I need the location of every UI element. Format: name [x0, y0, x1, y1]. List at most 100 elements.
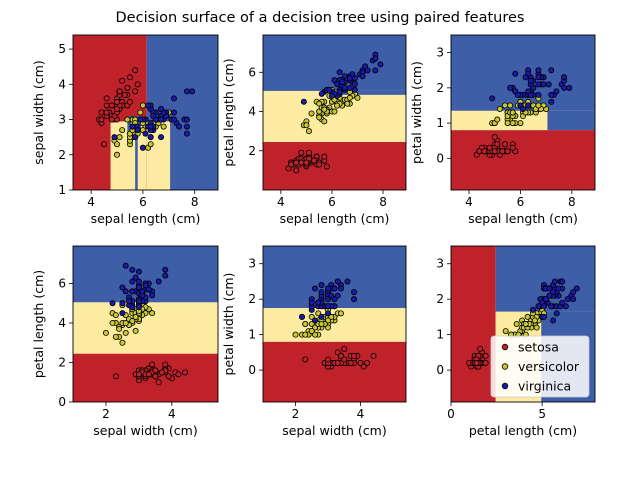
data-point-virginica [559, 299, 566, 306]
data-point-versicolor [160, 123, 167, 130]
data-point-virginica [135, 268, 142, 275]
data-point-versicolor [129, 318, 136, 325]
data-point-virginica [545, 81, 552, 88]
data-point-setosa [162, 361, 169, 368]
data-point-virginica [372, 55, 379, 62]
data-point-virginica [170, 116, 177, 123]
y-tick-label: 1 [436, 116, 444, 130]
data-point-virginica [324, 285, 331, 292]
series-virginica [530, 278, 580, 324]
data-point-setosa [499, 148, 506, 155]
data-point-virginica [550, 289, 557, 296]
data-point-virginica [546, 292, 553, 299]
data-point-virginica [324, 296, 331, 303]
data-point-virginica [189, 88, 196, 95]
y-axis-label: petal width (cm) [221, 273, 236, 376]
data-point-virginica [129, 266, 136, 273]
x-tick-label: 6 [139, 195, 147, 209]
data-point-setosa [501, 141, 508, 148]
data-point-versicolor [109, 320, 116, 327]
data-point-virginica [561, 74, 568, 81]
y-tick-label: 0 [436, 151, 444, 165]
data-point-setosa [476, 148, 483, 155]
data-point-virginica [119, 284, 126, 291]
data-point-virginica [535, 67, 542, 74]
data-point-virginica [570, 289, 577, 296]
decision-region-virginica [547, 110, 595, 131]
x-tick-label: 5 [538, 407, 546, 421]
data-point-versicolor [334, 102, 341, 109]
data-point-versicolor [344, 100, 351, 107]
y-tick-label: 6 [58, 277, 66, 291]
data-point-virginica [540, 313, 547, 320]
legend-box [490, 335, 590, 398]
series-virginica [300, 51, 384, 105]
x-tick-label: 4 [465, 195, 473, 209]
data-point-virginica [372, 67, 379, 74]
data-point-virginica [564, 296, 571, 303]
data-point-versicolor [132, 314, 139, 321]
plot-area [73, 246, 218, 402]
series-virginica [111, 88, 196, 151]
data-point-virginica [134, 127, 141, 134]
data-point-versicolor [122, 320, 129, 327]
data-point-versicolor [502, 328, 509, 335]
data-point-virginica [525, 102, 532, 109]
data-point-setosa [134, 81, 141, 88]
data-point-versicolor [535, 102, 542, 109]
data-point-setosa [302, 356, 309, 363]
data-point-virginica [522, 74, 529, 81]
y-tick-label: 4 [58, 77, 66, 91]
data-point-versicolor [321, 106, 328, 113]
data-point-setosa [298, 159, 305, 166]
data-point-virginica [489, 95, 496, 102]
data-point-virginica [548, 98, 555, 105]
data-point-versicolor [137, 109, 144, 116]
data-point-virginica [152, 116, 159, 123]
data-point-versicolor [316, 114, 323, 121]
legend-label: versicolor [518, 359, 580, 374]
data-point-virginica [311, 285, 318, 292]
data-point-virginica [346, 75, 353, 82]
data-point-virginica [298, 313, 305, 320]
data-point-versicolor [318, 320, 325, 327]
data-point-setosa [298, 149, 305, 156]
data-point-setosa [303, 159, 310, 166]
data-point-virginica [119, 300, 126, 307]
data-point-virginica [570, 296, 577, 303]
y-tick-label: 3 [436, 46, 444, 60]
data-point-setosa [311, 157, 318, 164]
y-tick-label: 3 [248, 257, 256, 271]
data-point-setosa [98, 109, 105, 116]
data-point-versicolor [533, 324, 540, 331]
x-axis-label: sepal length (cm) [280, 211, 390, 226]
data-point-setosa [293, 159, 300, 166]
legend-label: setosa [518, 340, 559, 355]
data-point-versicolor [112, 333, 119, 340]
data-point-virginica [318, 313, 325, 320]
series-virginica [489, 67, 573, 112]
data-point-virginica [129, 288, 136, 295]
data-point-setosa [175, 371, 182, 378]
y-tick-label: 3 [58, 113, 66, 127]
data-point-setosa [334, 359, 341, 366]
data-point-virginica [132, 134, 139, 141]
data-point-setosa [477, 345, 484, 352]
y-axis-label: sepal width (cm) [31, 60, 46, 164]
x-axis-label: sepal length (cm) [468, 211, 578, 226]
data-point-setosa [491, 148, 498, 155]
data-point-setosa [350, 352, 357, 359]
data-point-versicolor [114, 151, 121, 158]
y-tick-label: 1 [436, 328, 444, 342]
data-point-setosa [482, 352, 489, 359]
plot-area [263, 35, 406, 190]
data-point-versicolor [122, 329, 129, 336]
data-point-versicolor [149, 310, 156, 317]
subplot-3: 4 6 8 0 1 2 3 sepal length (cm) petal width (cm) [409, 34, 596, 226]
decision-region-setosa [451, 130, 595, 190]
data-point-virginica [535, 81, 542, 88]
x-tick-label: 2 [292, 407, 300, 421]
series-virginica [109, 262, 169, 317]
data-point-virginica [525, 88, 532, 95]
data-point-virginica [550, 317, 557, 324]
